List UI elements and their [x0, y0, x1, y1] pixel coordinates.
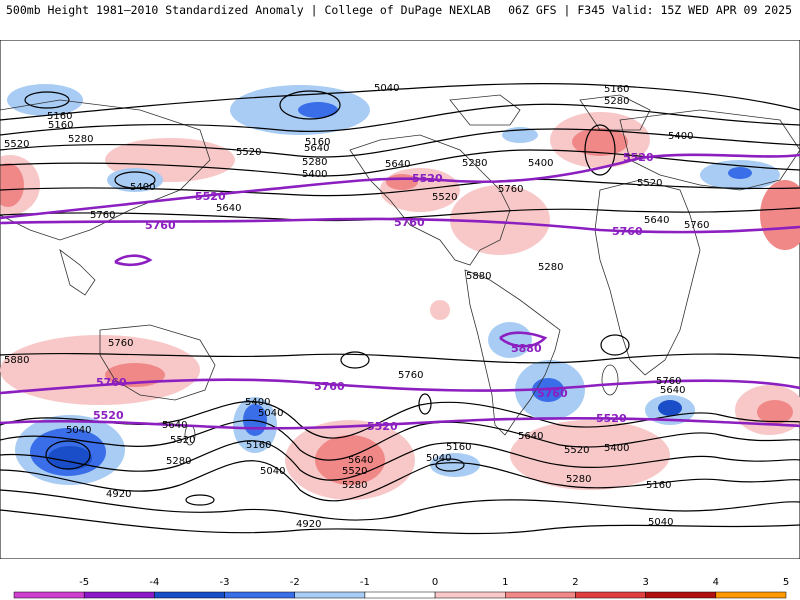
key-contour-label: 5760	[96, 376, 127, 389]
contour-label: 5520	[342, 466, 367, 477]
contour-label: 5760	[498, 184, 523, 195]
contour-label: 5760	[398, 370, 423, 381]
colorbar-tick-label: 4	[713, 577, 719, 588]
contour-label: 5160	[47, 111, 72, 122]
contour-label: 5160	[446, 442, 471, 453]
contour-label: 5040	[648, 517, 673, 528]
colorbar-tick-label: -3	[220, 577, 230, 588]
contour-label: 5280	[68, 134, 93, 145]
contour-label: 5400	[528, 158, 553, 169]
colorbar-segment	[434, 591, 506, 599]
contour-label: 5640	[216, 203, 241, 214]
contour-label: 4920	[106, 489, 131, 500]
contour-label: 5640	[644, 215, 669, 226]
map-title: 500mb Height 1981–2010 Standardized Anom…	[6, 3, 491, 17]
contour-label: 5400	[668, 131, 693, 142]
contour-label: 5520	[432, 192, 457, 203]
contour-label: 5640	[660, 385, 685, 396]
key-contour-label: 5520	[623, 151, 654, 164]
colorbar-segment	[224, 591, 295, 599]
contour-label: 5040	[426, 453, 451, 464]
contour-label: 5040	[258, 408, 283, 419]
colorbar-tick-label: 5	[783, 577, 789, 588]
contour-label: 5640	[385, 159, 410, 170]
colorbar-segment	[83, 591, 155, 599]
colorbar-tick-label: 3	[642, 577, 648, 588]
colorbar-segment	[13, 591, 85, 599]
contour-label: 5760	[90, 210, 115, 221]
key-contour-label: 5760	[314, 380, 345, 393]
colorbar-segment	[154, 591, 225, 599]
colorbar-tick-label: 1	[502, 577, 508, 588]
contour-label: 4920	[296, 519, 321, 530]
anomaly-map: 5040 5160 5280 5520 5160 5280 5400 5520 …	[0, 40, 800, 559]
contour-label: 5640	[162, 420, 187, 431]
key-contour-label: 5760	[145, 219, 176, 232]
contour-label: 5160	[604, 84, 629, 95]
key-contour-label: 5520	[195, 190, 226, 203]
colorbar-tick-label: -1	[360, 577, 370, 588]
contour-label: 5160	[646, 480, 671, 491]
contour-label: 5760	[108, 338, 133, 349]
contour-label: 5880	[466, 271, 491, 282]
contour-label: 5160	[305, 137, 330, 148]
contour-label: 5400	[604, 443, 629, 454]
contour-label: 5280	[462, 158, 487, 169]
key-contour-label: 5520	[93, 409, 124, 422]
contour-label: 5280	[566, 474, 591, 485]
colorbar-segment	[364, 591, 436, 599]
colorbar-tick-label: 2	[572, 577, 578, 588]
anomaly-colorbar: -5 -4 -3 -2 -1 0 1 2 3 4 5	[13, 577, 789, 599]
key-contour-label: 5520	[596, 412, 627, 425]
key-contour-label: 5760	[394, 216, 425, 229]
contour-label: 5520	[236, 147, 261, 158]
colorbar-segment	[575, 591, 646, 599]
contour-label: 5280	[538, 262, 563, 273]
model-valid-time: 06Z GFS | F345 Valid: 15Z WED APR 09 202…	[508, 3, 792, 17]
contour-label: 5520	[637, 178, 662, 189]
key-contour-label: 5520	[367, 420, 398, 433]
contour-label: 5760	[656, 376, 681, 387]
contour-label: 5040	[374, 83, 399, 94]
colorbar-segments	[13, 591, 787, 599]
colorbar-segment	[505, 591, 576, 599]
contour-label: 5400	[245, 397, 270, 408]
contour-label: 5640	[518, 431, 543, 442]
contour-label: 5880	[4, 355, 29, 366]
colorbar-tick-label: 0	[432, 577, 438, 588]
key-contour-label: 5520	[412, 172, 443, 185]
contour-labels: 5040 5160 5280 5520 5160 5280 5400 5520 …	[4, 83, 709, 530]
colorbar-segment	[715, 591, 787, 599]
contour-label: 5520	[170, 435, 195, 446]
contour-label: 5040	[66, 425, 91, 436]
contour-label: 5280	[604, 96, 629, 107]
contour-label: 5280	[302, 157, 327, 168]
colorbar-ticks: -5 -4 -3 -2 -1 0 1 2 3 4 5	[79, 577, 789, 588]
colorbar-tick-label: -5	[79, 577, 89, 588]
contour-label: 5640	[348, 455, 373, 466]
key-contour-label: 5760	[612, 225, 643, 238]
contour-label: 5520	[4, 139, 29, 150]
contour-label: 5760	[684, 220, 709, 231]
key-contour-label: 5760	[537, 387, 568, 400]
contour-label: 5400	[130, 182, 155, 193]
contour-label: 5040	[260, 466, 285, 477]
colorbar-segment	[294, 591, 366, 599]
key-contours	[0, 153, 800, 430]
colorbar-tick-label: -4	[149, 577, 159, 588]
contour-label: 5520	[564, 445, 589, 456]
contour-label: 5160	[246, 440, 271, 451]
colorbar-tick-label: -2	[290, 577, 300, 588]
key-contour-labels: 5520 5520 5520 5760 5760 5760 5880 5760 …	[93, 151, 654, 433]
colorbar-segment	[645, 591, 717, 599]
contour-label: 5640	[304, 143, 329, 154]
contour-label: 5400	[302, 169, 327, 180]
contour-label: 5280	[166, 456, 191, 467]
height-contours	[0, 83, 800, 535]
key-contour-label: 5880	[511, 342, 542, 355]
contour-label: 5280	[342, 480, 367, 491]
contour-label: 5160	[48, 120, 73, 131]
